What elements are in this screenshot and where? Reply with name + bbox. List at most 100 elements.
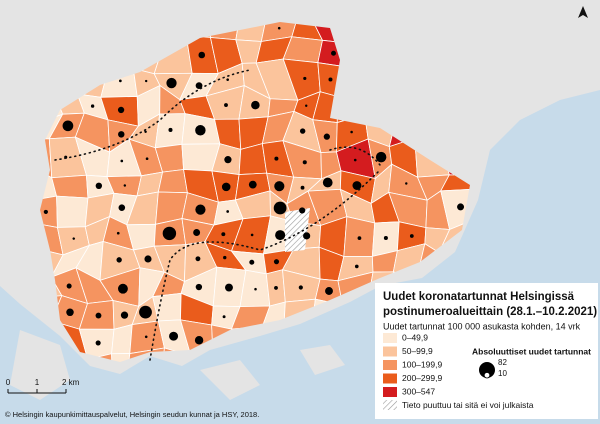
dot	[193, 229, 201, 236]
legend-label: 0–49,9	[402, 332, 428, 342]
legend-label: 300–547	[402, 386, 435, 396]
dot	[123, 184, 127, 187]
dot	[117, 106, 125, 114]
dot	[198, 51, 206, 59]
dot	[195, 82, 203, 89]
dot	[328, 77, 333, 82]
legend-title: Uudet koronatartunnat Helsingissä	[383, 291, 575, 303]
legend-swatch	[383, 333, 397, 343]
dot	[116, 257, 122, 263]
dot	[350, 130, 353, 134]
dot	[457, 203, 465, 211]
missing-area	[285, 208, 310, 252]
dot	[224, 156, 232, 164]
legend-label: 50–99,9	[402, 346, 433, 356]
dot	[166, 77, 177, 89]
scale-label: 1	[35, 378, 40, 387]
dot	[194, 336, 204, 345]
dot	[303, 232, 311, 240]
dot	[375, 151, 387, 163]
dot	[303, 76, 307, 81]
dot	[162, 226, 177, 241]
dot	[224, 103, 228, 107]
dot	[250, 233, 254, 237]
size-label: 82	[498, 358, 507, 367]
dot	[195, 256, 201, 262]
district	[51, 174, 89, 199]
dot	[145, 157, 149, 161]
dot	[144, 79, 148, 83]
legend: Uudet koronatartunnat Helsingissä postin…	[375, 283, 598, 419]
dot	[221, 232, 226, 237]
dot	[195, 204, 206, 215]
dot	[299, 207, 306, 214]
dots	[43, 26, 465, 346]
dot	[248, 180, 257, 189]
size-circle	[483, 372, 491, 379]
dot	[305, 104, 308, 107]
dot	[274, 285, 278, 290]
legend-label: 100–199,9	[402, 359, 442, 369]
legend-swatch	[383, 400, 397, 410]
dot	[116, 231, 120, 235]
dot	[226, 78, 229, 81]
size-label: 10	[498, 369, 507, 378]
dot	[254, 287, 257, 291]
island	[10, 295, 460, 400]
dot	[118, 283, 128, 294]
dot	[95, 312, 102, 319]
dot	[354, 264, 359, 269]
dot	[275, 230, 286, 241]
legend-subtitle: Uudet tartunnat 100 000 asukasta kohden,…	[383, 321, 581, 331]
dot	[195, 125, 206, 136]
dot	[274, 156, 279, 161]
dot	[118, 204, 126, 211]
dot	[299, 128, 306, 134]
dot	[144, 255, 152, 263]
dot	[90, 104, 95, 108]
dot	[120, 159, 124, 163]
legend-swatch	[383, 360, 397, 370]
legend-label: Tieto puuttuu tai sitä ei voi julkaista	[402, 400, 534, 410]
legend-swatch	[383, 373, 397, 384]
dot	[298, 285, 303, 290]
dot	[66, 283, 72, 289]
credit: © Helsingin kaupunkimittauspalvelut, Hel…	[5, 410, 259, 419]
dot	[119, 79, 122, 83]
dot	[118, 131, 125, 138]
size-circle	[479, 362, 495, 378]
dot	[383, 235, 388, 240]
dot	[251, 100, 260, 110]
north-arrow	[578, 6, 588, 18]
dot	[225, 283, 233, 292]
dot	[249, 259, 255, 265]
dot	[168, 127, 173, 132]
dot	[226, 210, 230, 213]
dot	[195, 283, 203, 291]
dot	[169, 331, 179, 341]
scale-label: 0	[6, 378, 11, 387]
legend-swatch	[383, 346, 397, 357]
district	[56, 195, 89, 228]
dot	[144, 335, 148, 339]
dot	[62, 120, 74, 132]
dot	[43, 209, 48, 215]
dot	[353, 158, 357, 162]
district	[111, 324, 133, 355]
dot	[95, 340, 101, 346]
dot	[72, 237, 76, 240]
legend-label: 200–299,9	[402, 373, 442, 383]
dot	[323, 133, 330, 140]
dot	[331, 50, 336, 56]
dot	[409, 234, 414, 238]
district	[157, 169, 188, 194]
dot	[302, 160, 307, 165]
dot	[325, 287, 333, 295]
dot	[222, 315, 226, 319]
rail-line	[54, 69, 381, 361]
size-title: Absoluuttiset uudet tartunnat	[472, 346, 591, 356]
legend-title: postinumeroalueittain (28.1.–10.2.2021)	[383, 306, 597, 318]
dot	[277, 26, 281, 30]
dot	[273, 201, 287, 215]
dot	[223, 255, 227, 260]
